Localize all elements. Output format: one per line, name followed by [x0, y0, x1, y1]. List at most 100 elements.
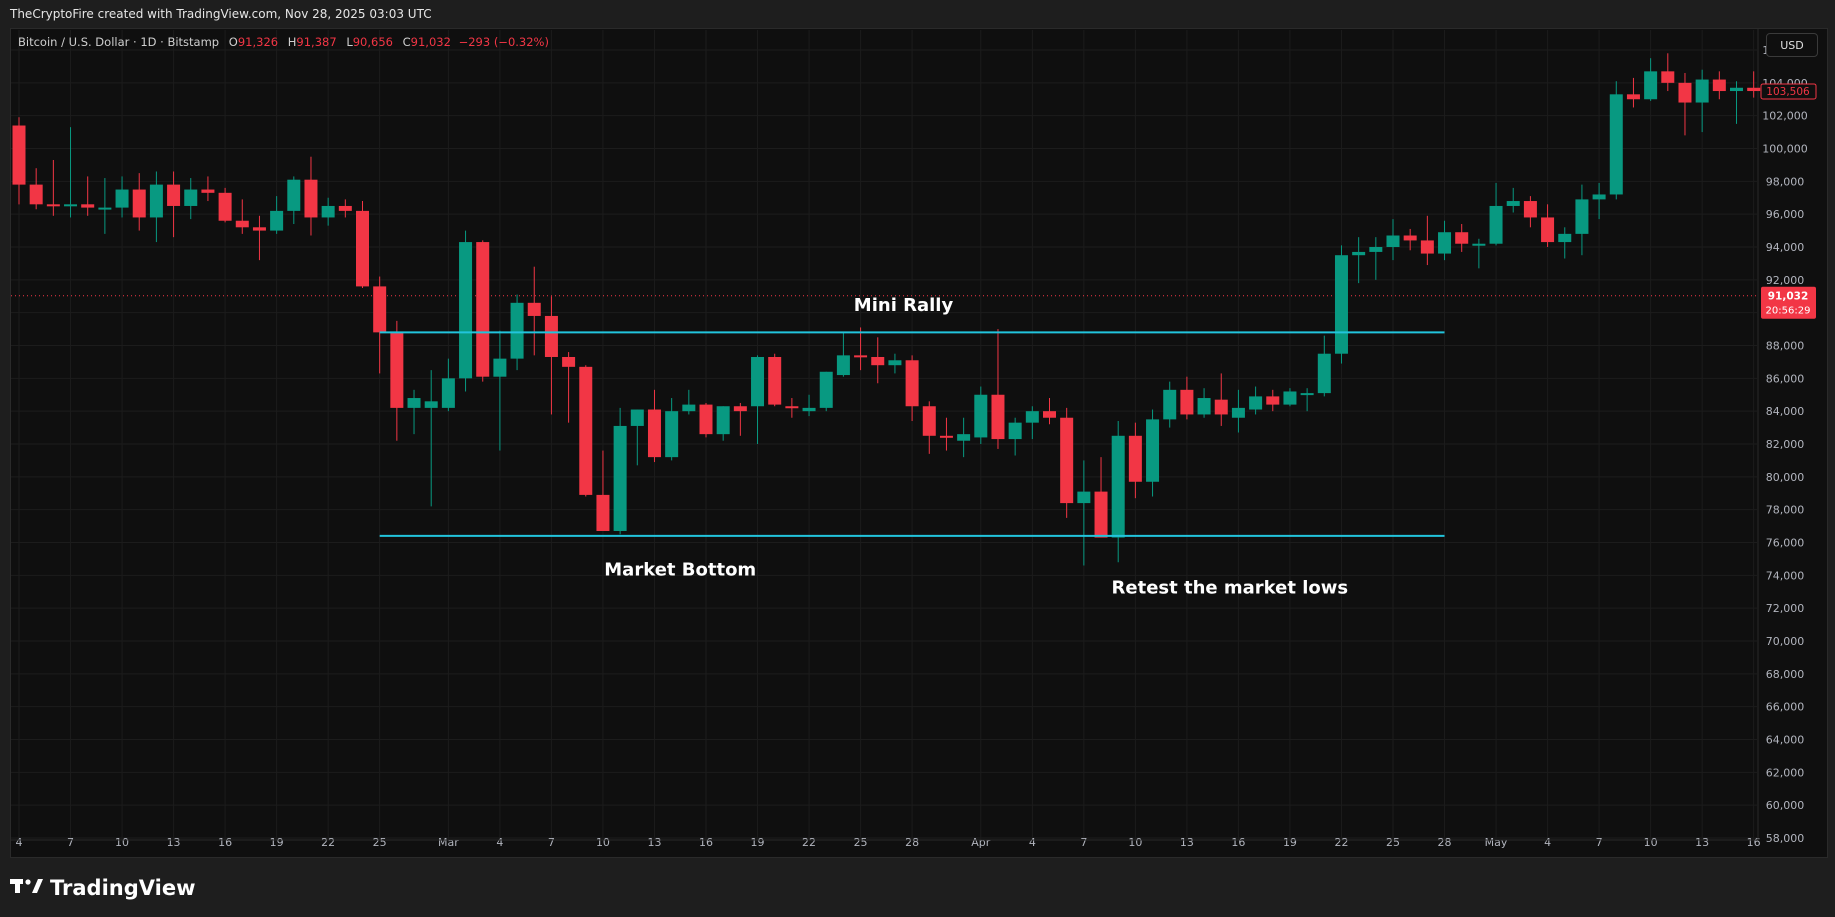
x-axis-tick-label: May — [1485, 836, 1508, 849]
candle-up — [974, 394, 988, 438]
x-axis-tick-label: 10 — [115, 836, 129, 849]
x-axis-tick-label: 7 — [67, 836, 74, 849]
candle-up — [1438, 232, 1452, 254]
candle-down — [1626, 94, 1640, 100]
candle-up — [424, 401, 438, 408]
candle-up — [665, 411, 679, 458]
tradingview-brand[interactable]: TradingView — [10, 875, 195, 901]
candle-up — [184, 189, 198, 206]
x-axis-tick-label: 19 — [751, 836, 765, 849]
candle-down — [81, 204, 95, 208]
candle-down — [768, 356, 782, 405]
x-axis-tick-label: 19 — [1283, 836, 1297, 849]
candle-up — [1489, 205, 1503, 244]
candle-up — [1231, 407, 1245, 418]
candle-down — [871, 356, 885, 366]
x-axis-tick-label: 25 — [1386, 836, 1400, 849]
candle-down — [1266, 396, 1280, 405]
x-axis-tick-label: 7 — [1080, 836, 1087, 849]
x-axis-tick-label: 13 — [647, 836, 661, 849]
candle-down — [1712, 79, 1726, 92]
candle-down — [1420, 240, 1434, 254]
candle-up — [1334, 255, 1348, 354]
candle-up — [888, 360, 902, 366]
candle-up — [493, 358, 507, 377]
candle-down — [304, 179, 318, 218]
currency-button[interactable]: USD — [1766, 33, 1818, 57]
last-price-value: 103,506 — [1766, 86, 1810, 98]
x-axis-tick-label: 16 — [1231, 836, 1245, 849]
chart-annotation-text: Market Bottom — [604, 559, 756, 580]
open-label: O — [228, 35, 238, 49]
candle-down — [1128, 435, 1142, 482]
y-axis-tick-label: 100,000 — [1762, 143, 1808, 156]
y-axis-tick-label: 68,000 — [1766, 668, 1805, 681]
close-label: C — [402, 35, 411, 49]
high-value: 91,387 — [296, 35, 337, 49]
x-axis-tick-label: 13 — [1180, 836, 1194, 849]
y-axis-tick-label: 60,000 — [1766, 799, 1805, 812]
x-axis-tick-label: 13 — [1695, 836, 1709, 849]
candle-down — [29, 184, 43, 205]
x-axis-tick-label: 22 — [321, 836, 335, 849]
candle-up — [1111, 435, 1125, 538]
x-axis-tick-label: 4 — [1544, 836, 1551, 849]
last-price-badge — [1760, 83, 1817, 100]
candle-down — [1180, 389, 1194, 415]
chart-annotation-text: Mini Rally — [854, 295, 954, 316]
candle-up — [802, 407, 816, 412]
x-axis-tick-label: 4 — [496, 836, 503, 849]
candle-down — [1678, 82, 1692, 103]
x-axis-tick-label: 10 — [1128, 836, 1142, 849]
candle-down — [235, 220, 249, 228]
candle-up — [1008, 422, 1022, 440]
candle-down — [390, 332, 404, 408]
candle-down — [785, 406, 799, 409]
candle-down — [1661, 71, 1675, 83]
candle-down — [201, 189, 215, 193]
candle-up — [613, 425, 627, 532]
x-axis-tick-label: 22 — [1334, 836, 1348, 849]
candle-up — [957, 434, 971, 441]
close-value: 91,032 — [410, 35, 451, 49]
candle-up — [1025, 411, 1039, 423]
x-axis-tick-label: 7 — [1596, 836, 1603, 849]
candle-up — [321, 205, 335, 218]
candle-up — [1730, 87, 1743, 92]
candle-up — [751, 356, 765, 407]
candle-down — [167, 184, 181, 206]
open-value: 91,326 — [237, 35, 279, 49]
x-axis-tick-label: 10 — [1644, 836, 1658, 849]
x-axis-tick-label: 4 — [16, 836, 23, 849]
y-axis-tick-label: 96,000 — [1766, 208, 1805, 221]
candle-down — [854, 355, 868, 358]
symbol-name[interactable]: Bitcoin / U.S. Dollar · 1D · Bitstamp — [18, 35, 220, 49]
candle-down — [1523, 201, 1537, 218]
x-axis-tick-label: 7 — [548, 836, 555, 849]
y-axis-tick-label: 62,000 — [1766, 766, 1805, 779]
candle-down — [132, 189, 146, 218]
top-attribution-bar: TheCryptoFire created with TradingView.c… — [0, 0, 1835, 28]
candle-up — [510, 302, 524, 359]
candle-down — [218, 192, 232, 221]
chart-frame[interactable] — [10, 28, 1828, 858]
x-axis-tick-label: 28 — [905, 836, 919, 849]
y-axis-tick-label: 66,000 — [1766, 701, 1805, 714]
candle-up — [1369, 247, 1383, 252]
x-axis-tick-label: Apr — [971, 836, 991, 849]
candle-up — [819, 371, 833, 408]
current-price-value: 91,032 — [1768, 291, 1809, 303]
y-axis-tick-label: 84,000 — [1766, 405, 1805, 418]
candle-up — [64, 204, 78, 207]
candle-down — [733, 406, 747, 412]
candle-up — [1575, 199, 1589, 234]
y-axis-tick-label: 80,000 — [1766, 471, 1805, 484]
candle-up — [1506, 201, 1520, 206]
candle-down — [922, 406, 936, 436]
x-axis-tick-label: 10 — [596, 836, 610, 849]
y-axis-tick-label: 98,000 — [1766, 175, 1805, 188]
x-axis-tick-label: 16 — [1747, 836, 1761, 849]
y-axis-tick-label: 102,000 — [1762, 110, 1808, 123]
candle-up — [682, 404, 696, 412]
